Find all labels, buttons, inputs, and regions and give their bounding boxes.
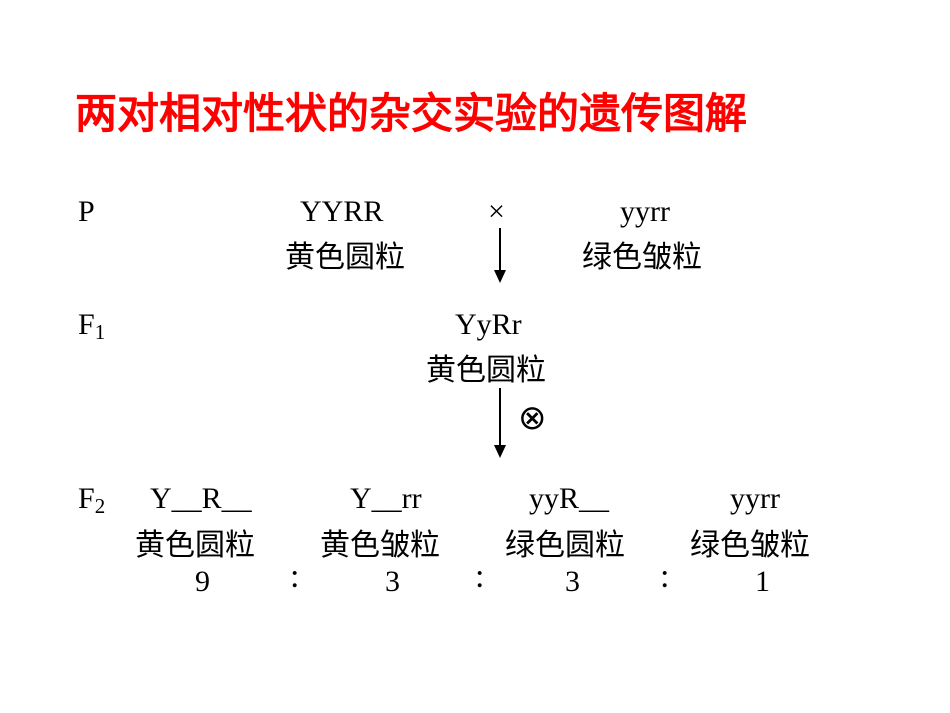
f2-pheno-3: 绿色皱粒 [690, 520, 810, 564]
f2-ratio-sep-1: : [475, 558, 484, 596]
gen-f2-letter: F [78, 482, 95, 515]
diagram-stage: 两对相对性状的杂交实验的遗传图解 P YYRR 黄色圆粒 × yyrr 绿色皱粒… [0, 0, 950, 713]
gen-f1-sub: 1 [95, 320, 106, 344]
f2-geno-1: Y__rr [350, 482, 422, 516]
f2-geno-2: yyR__ [529, 482, 609, 516]
f2-pheno-0: 黄色圆粒 [135, 520, 255, 564]
p-parent1-genotype: YYRR [300, 195, 383, 229]
p-parent2-phenotype: 绿色皱粒 [582, 232, 702, 276]
gen-label-p: P [78, 195, 95, 229]
f2-ratio-2: 3 [565, 565, 580, 599]
arrow-f1-to-f2 [490, 388, 510, 458]
f2-ratio-0: 9 [195, 565, 210, 599]
self-cross-symbol: ⊗ [518, 398, 547, 438]
f2-ratio-sep-2: : [660, 558, 669, 596]
gen-label-f2: F2 [78, 482, 105, 516]
p-parent2-genotype: yyrr [620, 195, 670, 229]
page-title: 两对相对性状的杂交实验的遗传图解 [75, 80, 747, 141]
gen-f2-sub: 2 [95, 494, 106, 518]
f2-geno-0: Y__R__ [150, 482, 252, 516]
p-parent1-phenotype: 黄色圆粒 [285, 232, 405, 276]
f1-genotype: YyRr [455, 308, 522, 342]
f2-geno-3: yyrr [730, 482, 780, 516]
gen-f1-letter: F [78, 308, 95, 341]
gen-p-letter: P [78, 195, 95, 228]
arrow-p-to-f1 [490, 228, 510, 283]
f2-ratio-3: 1 [755, 565, 770, 599]
f2-ratio-1: 3 [385, 565, 400, 599]
p-cross-symbol: × [488, 195, 505, 229]
f2-pheno-1: 黄色皱粒 [320, 520, 440, 564]
f2-pheno-2: 绿色圆粒 [505, 520, 625, 564]
f2-ratio-sep-0: : [290, 558, 299, 596]
f1-phenotype: 黄色圆粒 [426, 345, 546, 389]
gen-label-f1: F1 [78, 308, 105, 342]
